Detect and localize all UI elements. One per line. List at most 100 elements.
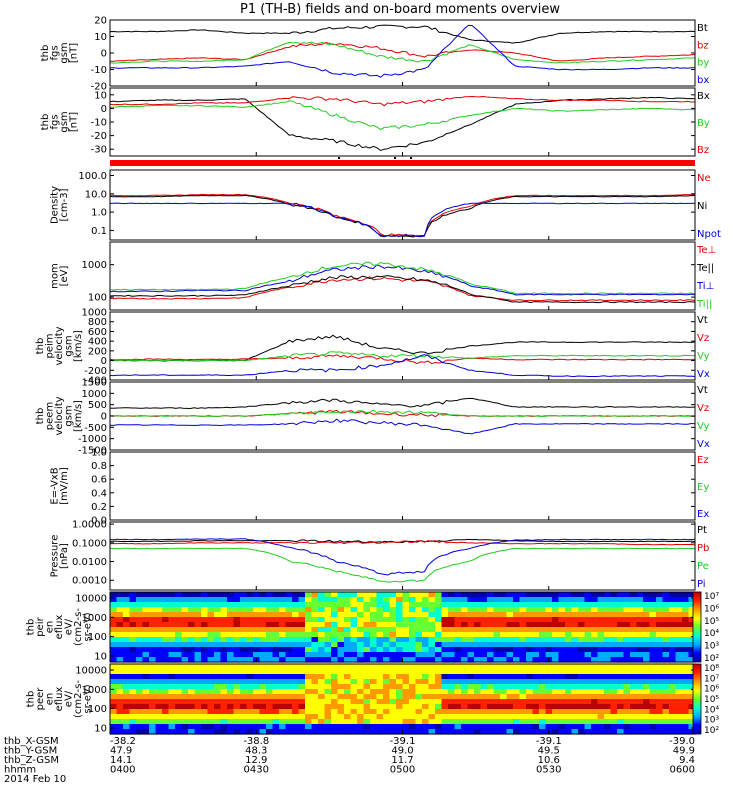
spectrogram-cell [383, 617, 391, 623]
spectrogram-cell [623, 674, 631, 680]
spectrogram-cell [357, 714, 365, 720]
spectrogram-cell [298, 669, 306, 675]
spectrogram-cell [129, 607, 137, 613]
spectrogram-cell [396, 729, 404, 735]
x-axis-value: 48.3 [245, 746, 267, 757]
spectrogram-cell [318, 657, 326, 663]
spectrogram-cell [558, 617, 566, 623]
spectrogram-cell [259, 729, 267, 735]
spectrogram-cell [266, 709, 274, 715]
spectrogram-cell [259, 622, 267, 628]
spectrogram-cell [116, 637, 124, 643]
spectrogram-cell [136, 689, 144, 695]
spectrogram-cell [578, 632, 586, 638]
spectrogram-cell [578, 724, 586, 730]
spectrogram-cell [370, 642, 378, 648]
spectrogram-cell [116, 669, 124, 675]
spectrogram-cell [487, 622, 495, 628]
spectrogram-cell [422, 714, 430, 720]
spectrogram-cell [227, 704, 235, 710]
spectrogram-cell [435, 652, 443, 658]
spectrogram-cell [487, 592, 495, 598]
spectrogram-cell [201, 647, 209, 653]
spectrogram-cell [487, 642, 495, 648]
spectrogram-cell [467, 632, 475, 638]
spectrogram-cell [266, 602, 274, 608]
spectrogram-cell [389, 699, 397, 705]
spectrogram-cell [454, 664, 462, 670]
spectrogram-cell [363, 642, 371, 648]
spectrogram-cell [617, 689, 625, 695]
spectrogram-cell [630, 664, 638, 670]
spectrogram-cell [155, 684, 163, 690]
spectrogram-cell [142, 627, 150, 633]
spectrogram-cell [630, 719, 638, 725]
spectrogram-cell [266, 729, 274, 735]
spectrogram-cell [552, 709, 560, 715]
y-tick-label: 0.4 [91, 488, 107, 499]
spectrogram-cell [376, 689, 384, 695]
spectrogram-cell [175, 679, 183, 685]
spectrogram-cell [565, 642, 573, 648]
spectrogram-cell [129, 632, 137, 638]
spectrogram-cell [214, 669, 222, 675]
y-axis-label: peem [45, 402, 56, 430]
spectrogram-cell [675, 724, 683, 730]
spectrogram-cell [363, 612, 371, 618]
spectrogram-cell [643, 592, 651, 598]
spectrogram-cell [136, 704, 144, 710]
spectrogram-cell [188, 627, 196, 633]
spectrogram-cell [513, 694, 521, 700]
spectrogram-cell [331, 694, 339, 700]
spectrogram-cell [129, 694, 137, 700]
spectrogram-cell [240, 694, 248, 700]
spectrogram-cell [370, 709, 378, 715]
spectrogram-cell [259, 652, 267, 658]
spectrogram-cell [578, 719, 586, 725]
spectrogram-cell [688, 679, 696, 685]
spectrogram-cell [324, 602, 332, 608]
spectrogram-cell [331, 704, 339, 710]
series-line-bx [110, 24, 695, 78]
spectrogram-cell [207, 612, 215, 618]
spectrogram-cell [467, 664, 475, 670]
spectrogram-cell [539, 597, 547, 603]
spectrogram-cell [207, 724, 215, 730]
spectrogram-cell [181, 612, 189, 618]
spectrogram-cell [682, 657, 690, 663]
spectrogram-cell [246, 647, 254, 653]
spectrogram-cell [597, 674, 605, 680]
spectrogram-cell [435, 684, 443, 690]
spectrogram-cell [396, 679, 404, 685]
spectrogram-cell [136, 664, 144, 670]
legend-entry: Ni [697, 201, 707, 212]
spectrogram-cell [324, 679, 332, 685]
spectrogram-cell [610, 612, 618, 618]
spectrogram-cell [376, 684, 384, 690]
spectrogram-cell [422, 674, 430, 680]
spectrogram-cell [220, 714, 228, 720]
spectrogram-cell [675, 674, 683, 680]
spectrogram-cell [383, 652, 391, 658]
spectrogram-cell [415, 679, 423, 685]
spectrogram-cell [597, 612, 605, 618]
spectrogram-cell [474, 642, 482, 648]
y-axis-label: sr-eV) [83, 684, 94, 713]
spectrogram-cell [116, 664, 124, 670]
spectrogram-cell [318, 597, 326, 603]
legend-entry: Pi [697, 579, 706, 590]
spectrogram-cell [376, 592, 384, 598]
spectrogram-cell [506, 602, 514, 608]
spectrogram-cell [110, 699, 118, 705]
spectrogram-cell [649, 627, 657, 633]
spectrogram-cell [383, 694, 391, 700]
spectrogram-cell [675, 694, 683, 700]
spectrogram-cell [422, 704, 430, 710]
spectrogram-cell [272, 714, 280, 720]
spectrogram-cell [519, 664, 527, 670]
spectrogram-cell [532, 607, 540, 613]
spectrogram-cell [175, 699, 183, 705]
spectrogram-cell [669, 627, 677, 633]
spectrogram-cell [480, 674, 488, 680]
